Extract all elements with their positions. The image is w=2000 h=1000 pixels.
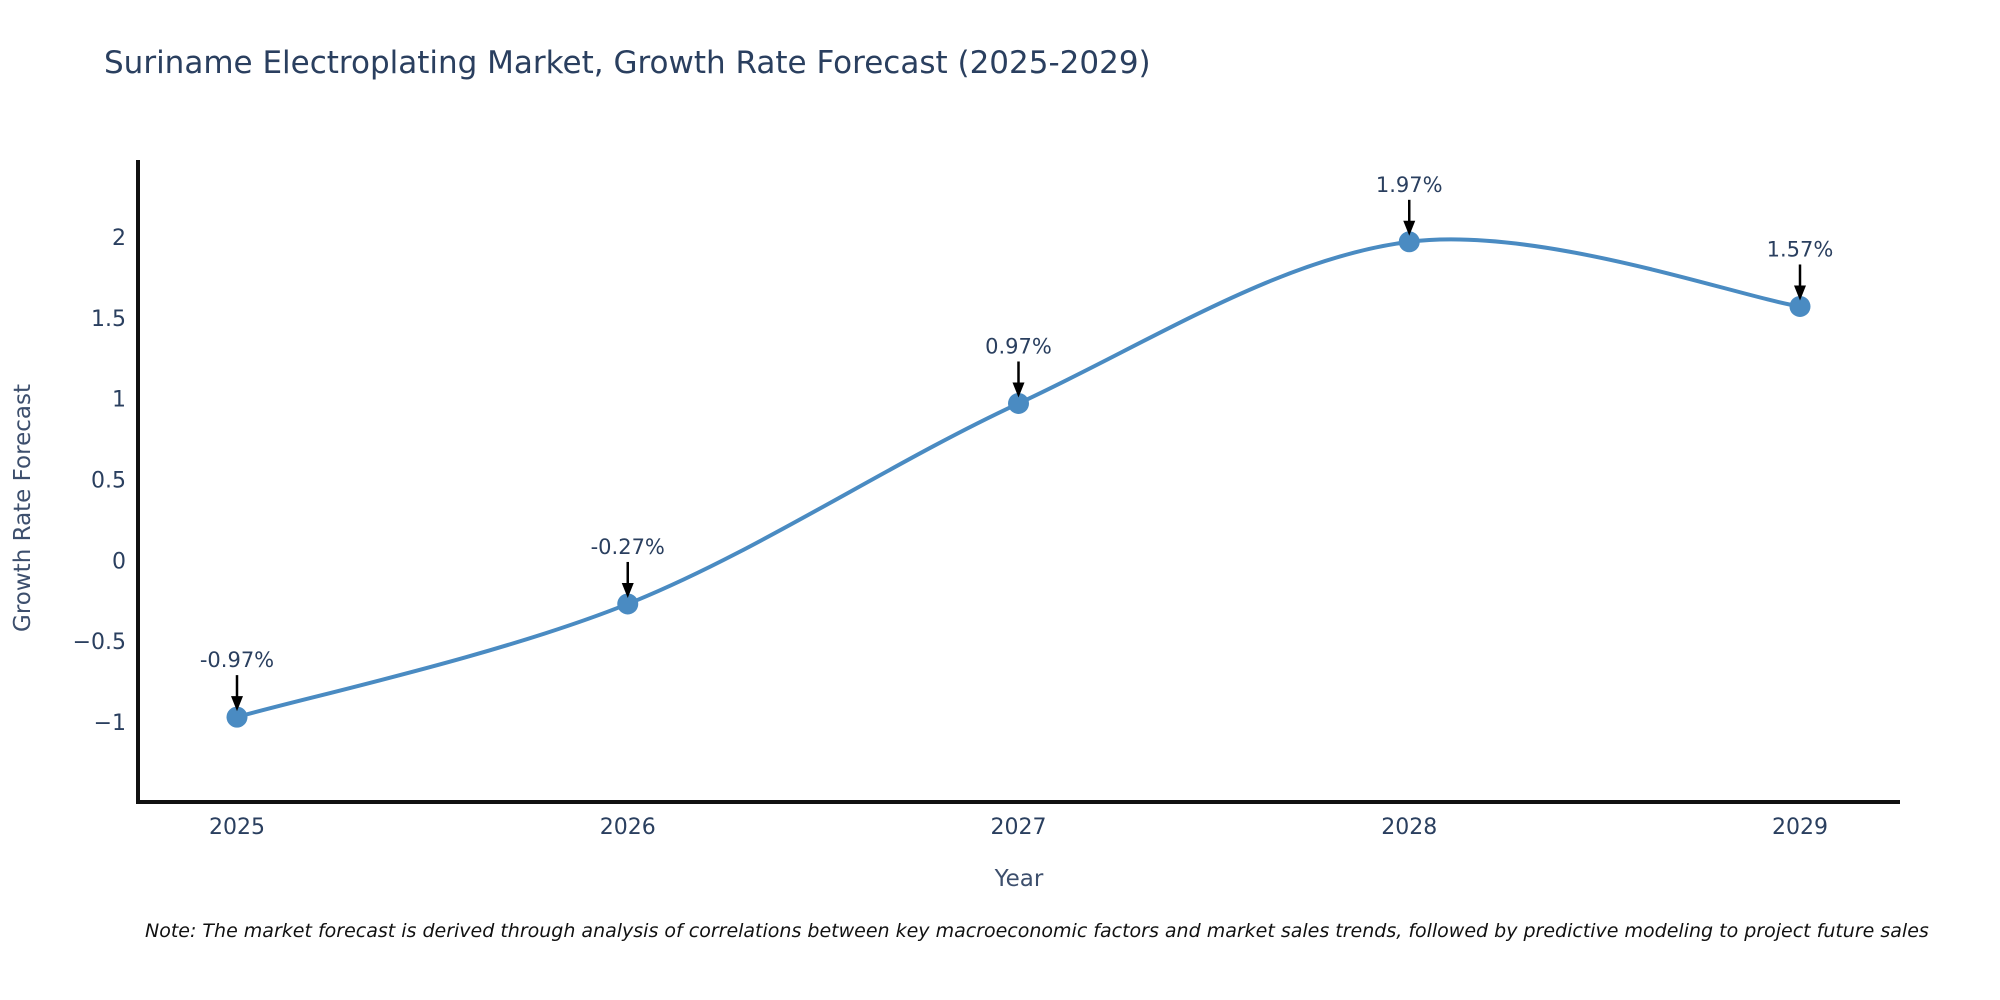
data-point-marker <box>226 706 248 728</box>
annotation-arrowhead <box>1794 285 1806 301</box>
annotation-arrowhead <box>1403 220 1416 236</box>
annotation-arrowhead <box>621 582 634 598</box>
x-tick-label: 2026 <box>600 815 656 840</box>
data-point-marker <box>617 593 639 615</box>
y-tick-label: 1 <box>112 388 126 413</box>
forecast-line-series <box>235 237 1802 720</box>
y-tick-label: −1 <box>94 711 126 736</box>
data-point-label: -0.97% <box>200 648 274 672</box>
chart-title: Suriname Electroplating Market, Growth R… <box>104 45 1151 81</box>
data-point-label: -0.27% <box>591 535 665 559</box>
data-point-marker <box>1008 392 1029 414</box>
data-point-marker <box>1789 295 1811 317</box>
y-axis-title: Growth Rate Forecast <box>10 384 36 632</box>
y-tick-label: −0.5 <box>73 630 126 655</box>
x-tick-label: 2028 <box>1381 815 1437 840</box>
annotation-arrowhead <box>231 696 243 712</box>
data-point-label: 1.97% <box>1376 173 1443 197</box>
x-tick-label: 2029 <box>1772 815 1828 840</box>
y-tick-label: 2 <box>112 226 126 251</box>
axis-lines <box>136 160 1900 804</box>
chart-footnote: Note: The market forecast is derived thr… <box>145 920 1929 942</box>
annotation-arrowhead <box>1012 382 1025 398</box>
x-tick-label: 2025 <box>209 815 265 840</box>
data-point-label: 0.97% <box>985 334 1052 358</box>
data-point-marker <box>1398 231 1420 253</box>
y-tick-label: 1.5 <box>91 307 126 332</box>
data-point-label: 1.57% <box>1767 237 1834 261</box>
x-axis-title: Year <box>994 866 1044 892</box>
x-tick-label: 2027 <box>991 815 1047 840</box>
y-tick-label: 0 <box>112 549 126 574</box>
y-tick-label: 0.5 <box>91 468 126 493</box>
